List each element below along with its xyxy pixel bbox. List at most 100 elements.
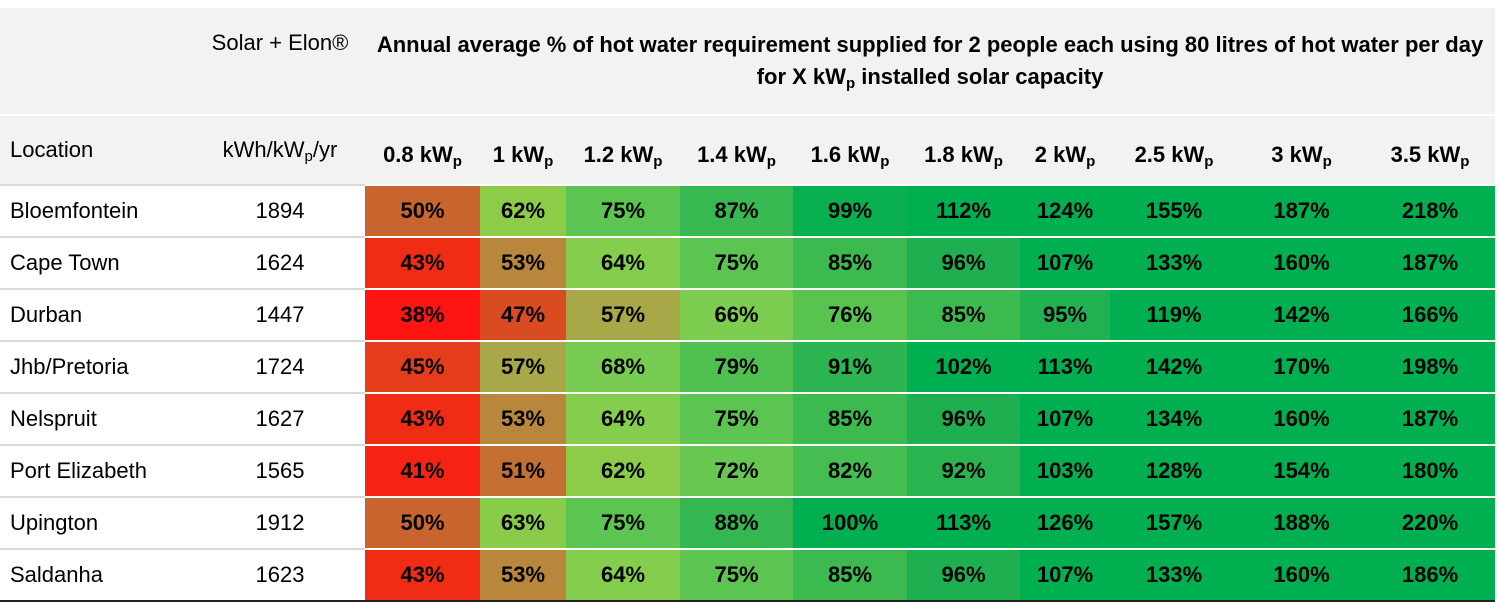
percent-cell: 64% bbox=[566, 548, 680, 602]
column-header-row: Location kWh/kWp/yr 0.8 kWp 1 kWp 1.2 kWp 1.4… bbox=[0, 114, 1496, 185]
yield: 1724 bbox=[195, 340, 365, 393]
percent-cell: 187% bbox=[1365, 236, 1496, 289]
location: Saldanha bbox=[0, 548, 195, 602]
location-header: Location bbox=[0, 114, 195, 185]
text-part: p bbox=[766, 153, 776, 170]
percent-cell: 107% bbox=[1020, 236, 1110, 289]
percent-cell: 170% bbox=[1238, 340, 1365, 393]
yield: 1624 bbox=[195, 236, 365, 289]
percent-cell: 53% bbox=[480, 236, 566, 289]
brand: Solar + Elon® bbox=[195, 8, 365, 115]
percent-cell: 92% bbox=[907, 444, 1020, 497]
percent-cell: 166% bbox=[1365, 288, 1496, 341]
percent-cell: 95% bbox=[1020, 288, 1110, 341]
yield: 1627 bbox=[195, 392, 365, 445]
percent-cell: 133% bbox=[1110, 236, 1238, 289]
data-row: Saldanha 1623 43% 53% 64% 75% 85% 96% 107% 133% 16… bbox=[0, 548, 1496, 602]
capacity-header: 3.5 kWp bbox=[1365, 114, 1496, 185]
percent-cell: 53% bbox=[480, 548, 566, 602]
percent-cell: 96% bbox=[907, 392, 1020, 445]
data-row: Cape Town 1624 43% 53% 64% 75% 85% 96% 107% 133% 1… bbox=[0, 236, 1496, 289]
percent-cell: 64% bbox=[566, 392, 680, 445]
capacity-header: 1.8 kWp bbox=[907, 114, 1020, 185]
data-row: Nelspruit 1627 43% 53% 64% 75% 85% 96% 107% 134% 1… bbox=[0, 392, 1496, 445]
percent-cell: 155% bbox=[1110, 184, 1238, 237]
location: Nelspruit bbox=[0, 392, 195, 445]
percent-cell: 50% bbox=[365, 184, 480, 237]
yield: 1447 bbox=[195, 288, 365, 341]
percent-cell: 218% bbox=[1365, 184, 1496, 237]
yield: 1894 bbox=[195, 184, 365, 237]
capacity-header: 1.4 kWp bbox=[680, 114, 793, 185]
percent-cell: 142% bbox=[1110, 340, 1238, 393]
percent-cell: 50% bbox=[365, 496, 480, 549]
percent-cell: 133% bbox=[1110, 548, 1238, 602]
percent-cell: 157% bbox=[1110, 496, 1238, 549]
percent-cell: 113% bbox=[1020, 340, 1110, 393]
location: Jhb/Pretoria bbox=[0, 340, 195, 393]
data-row: Jhb/Pretoria 1724 45% 57% 68% 79% 91% 102% 113% 1… bbox=[0, 340, 1496, 393]
percent-cell: 79% bbox=[680, 340, 793, 393]
percent-cell: 126% bbox=[1020, 496, 1110, 549]
capacity-header: 1.6 kWp bbox=[793, 114, 907, 185]
capacity-header: 2 kWp bbox=[1020, 114, 1110, 185]
text-part: p bbox=[880, 153, 890, 170]
percent-cell: 160% bbox=[1238, 392, 1365, 445]
percent-cell: 47% bbox=[480, 288, 566, 341]
location: Upington bbox=[0, 496, 195, 549]
percent-cell: 100% bbox=[793, 496, 907, 549]
percent-cell: 88% bbox=[680, 496, 793, 549]
text-part: 0.8 kW bbox=[383, 142, 453, 167]
data-row: Upington 1912 50% 63% 75% 88% 100% 113% 126% 157%… bbox=[0, 496, 1496, 549]
percent-cell: 160% bbox=[1238, 548, 1365, 602]
percent-cell: 134% bbox=[1110, 392, 1238, 445]
text-part: 1.8 kW bbox=[924, 142, 994, 167]
location: Bloemfontein bbox=[0, 184, 195, 237]
capacity-header: 3 kWp bbox=[1238, 114, 1365, 185]
percent-cell: 160% bbox=[1238, 236, 1365, 289]
percent-cell: 75% bbox=[680, 392, 793, 445]
yield: 1623 bbox=[195, 548, 365, 602]
percent-cell: 51% bbox=[480, 444, 566, 497]
text-part: p bbox=[1086, 153, 1096, 170]
percent-cell: 96% bbox=[907, 236, 1020, 289]
percent-cell: 99% bbox=[793, 184, 907, 237]
percent-cell: 85% bbox=[793, 392, 907, 445]
percent-cell: 53% bbox=[480, 392, 566, 445]
percent-cell: 85% bbox=[907, 288, 1020, 341]
text-part: p bbox=[452, 153, 462, 170]
percent-cell: 102% bbox=[907, 340, 1020, 393]
text-part: p bbox=[544, 153, 554, 170]
data-row: Port Elizabeth 1565 41% 51% 62% 72% 82% 92% 103%… bbox=[0, 444, 1496, 497]
percent-cell: 187% bbox=[1238, 184, 1365, 237]
text-part: 2.5 kW bbox=[1134, 142, 1205, 167]
title: Annual average % of hot water requiremen… bbox=[365, 8, 1496, 115]
data-row: Durban 1447 38% 47% 57% 66% 76% 85% 95% 119% 142% 1… bbox=[0, 288, 1496, 341]
percent-cell: 64% bbox=[566, 236, 680, 289]
percent-cell: 142% bbox=[1238, 288, 1365, 341]
text-part: kWh/kW bbox=[222, 137, 305, 162]
percent-cell: 75% bbox=[566, 184, 680, 237]
text-part: Annual average % of hot water requiremen… bbox=[376, 32, 1484, 89]
percent-cell: 43% bbox=[365, 392, 480, 445]
percent-cell: 220% bbox=[1365, 496, 1496, 549]
percent-cell: 62% bbox=[480, 184, 566, 237]
capacity-header: 1 kWp bbox=[480, 114, 566, 185]
percent-cell: 41% bbox=[365, 444, 480, 497]
percent-cell: 45% bbox=[365, 340, 480, 393]
percent-cell: 43% bbox=[365, 236, 480, 289]
percent-cell: 188% bbox=[1238, 496, 1365, 549]
percent-cell: 107% bbox=[1020, 392, 1110, 445]
location: Cape Town bbox=[0, 236, 195, 289]
text-part: p bbox=[653, 153, 663, 170]
text-part: p bbox=[845, 75, 856, 92]
text-part: 1 kW bbox=[492, 142, 545, 167]
percent-cell: 75% bbox=[566, 496, 680, 549]
text-part: 1.4 kW bbox=[697, 142, 767, 167]
percent-cell: 66% bbox=[680, 288, 793, 341]
text-part: 1.2 kW bbox=[583, 142, 654, 167]
percent-cell: 57% bbox=[566, 288, 680, 341]
header-row: Solar + Elon® Annual average % of hot wat… bbox=[0, 8, 1496, 115]
percent-cell: 103% bbox=[1020, 444, 1110, 497]
text-part: p bbox=[993, 153, 1003, 170]
